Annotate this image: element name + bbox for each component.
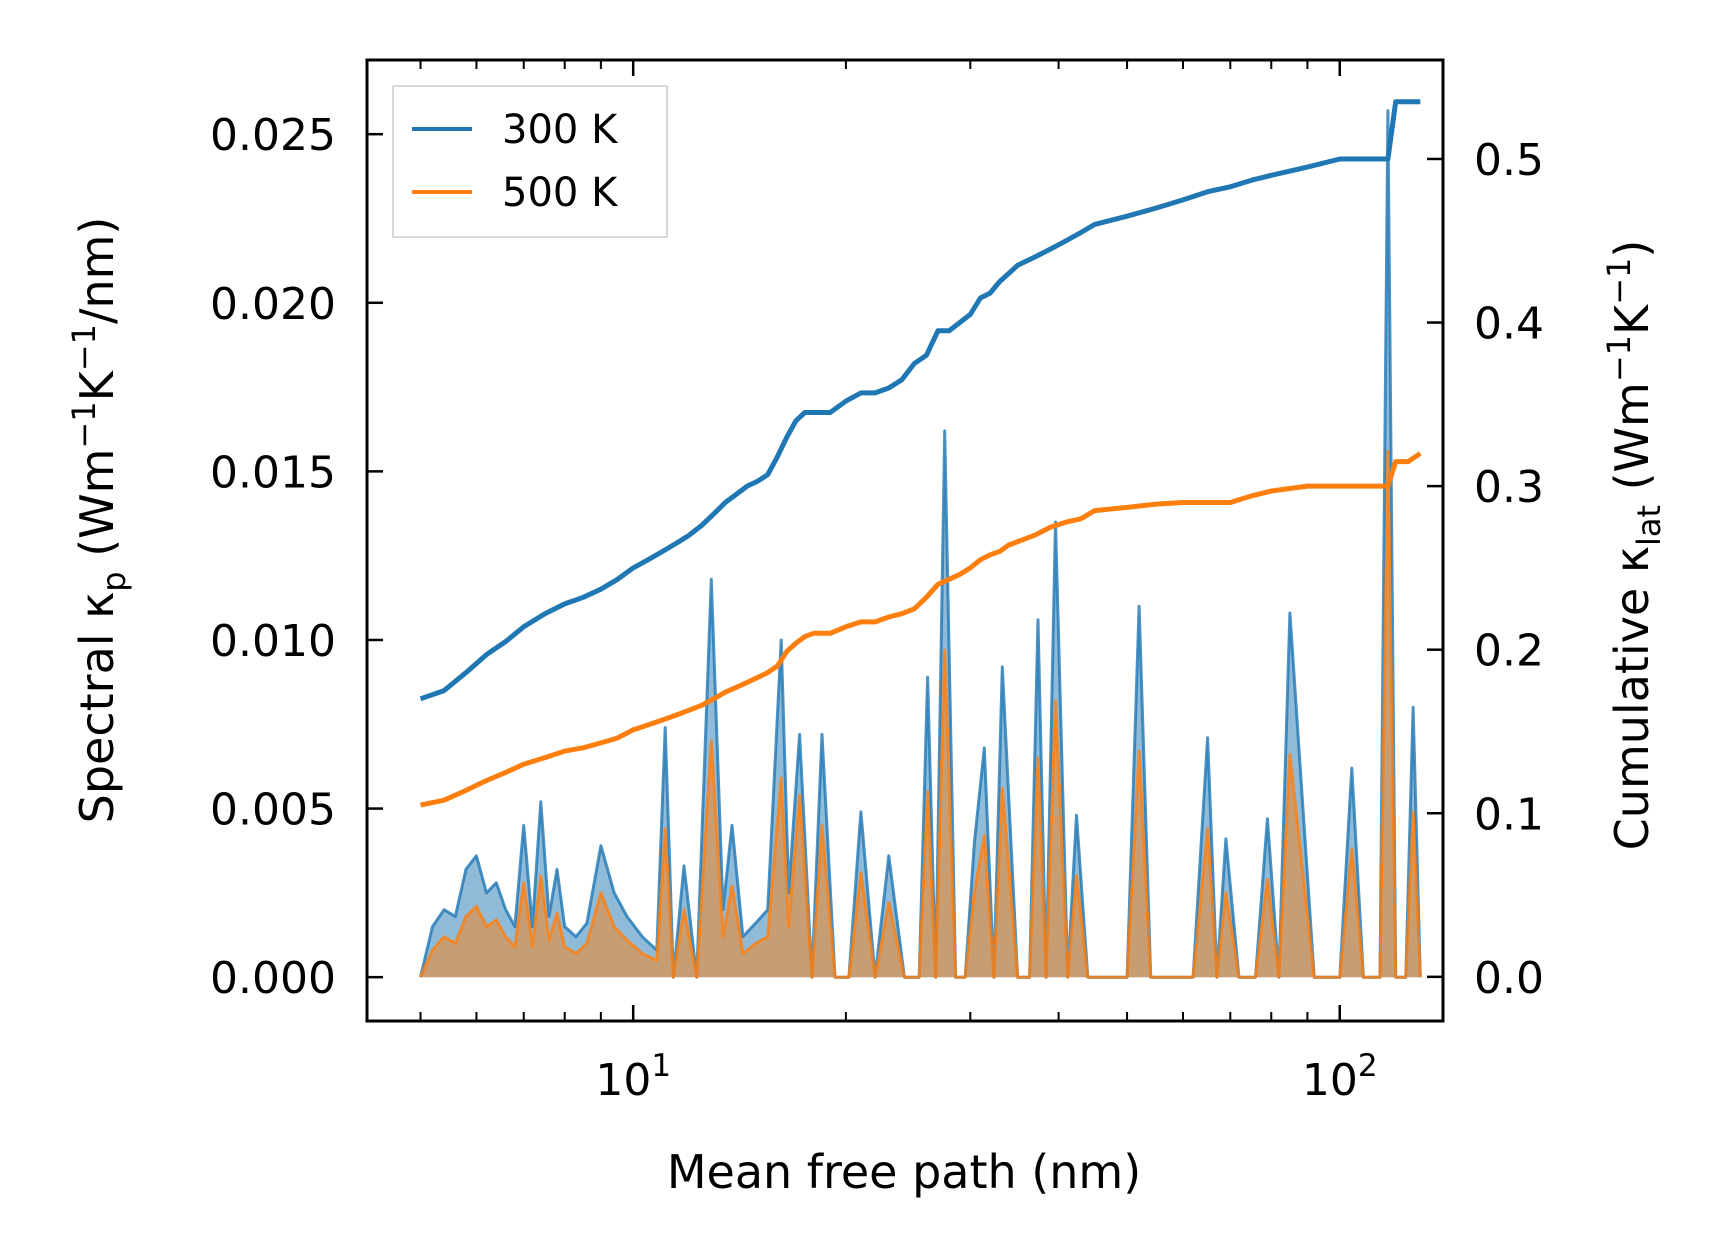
y-left-tick-label: 0.015 <box>210 447 336 498</box>
y-right-sub: lat <box>1630 505 1668 546</box>
y-right-tick-label: 0.4 <box>1474 299 1544 350</box>
y-left-sup1: −1 <box>65 401 103 448</box>
y-left-tick-label: 0.020 <box>210 279 336 330</box>
x-tick-label: 102 <box>1302 1048 1378 1106</box>
y-right-unit-post: ) <box>1605 240 1659 258</box>
y-right-tick-label: 0.1 <box>1474 789 1544 840</box>
y-right-main: Cumulative κ <box>1605 546 1659 850</box>
y-right-unit-pre: (Wm <box>1605 382 1659 505</box>
ticks: 101 102 0.000 0.005 0.010 0.015 0.020 0.025 0.0 0… <box>210 60 1544 1106</box>
x-axis-title: Mean free path (nm) <box>667 1145 1141 1199</box>
y-left-mid: K <box>70 369 124 401</box>
cumulative-line-300k <box>419 99 1421 702</box>
y-right-tick-label: 0.5 <box>1474 135 1544 186</box>
y-right-tick-label: 0.2 <box>1474 626 1544 677</box>
cumulative-line-500k <box>419 451 1422 808</box>
spectral-line-500k <box>419 449 1422 979</box>
y-right-sup1: −1 <box>1600 335 1638 382</box>
y-right-tick-label: 0.0 <box>1474 953 1544 1004</box>
spectral-area-500k <box>420 451 1421 978</box>
spectral-fills <box>419 109 1422 979</box>
y-left-tick-label: 0.010 <box>210 616 336 667</box>
y-left-unit-post: /nm) <box>70 217 124 324</box>
data-lines <box>419 99 1422 808</box>
y-axis-right-title: Cumulative κlat (Wm−1K−1) <box>1600 240 1668 851</box>
y-left-unit-pre: (Wm <box>70 449 124 572</box>
y-left-tick-label: 0.025 <box>210 110 336 161</box>
x-tick-label: 101 <box>595 1048 671 1106</box>
y-left-main: Spectral κ <box>70 592 124 824</box>
y-left-tick-label: 0.000 <box>210 953 336 1004</box>
y-left-tick-label: 0.005 <box>210 785 336 836</box>
y-right-tick-label: 0.3 <box>1474 462 1544 513</box>
plot-frame <box>365 58 1445 1023</box>
spectral-area-300k <box>420 110 1421 978</box>
legend-box <box>392 85 668 238</box>
y-left-sup2: −1 <box>65 324 103 371</box>
y-left-sub: p <box>95 571 133 591</box>
axes <box>365 58 1445 1023</box>
legend: 300 K 500 K <box>392 85 668 238</box>
y-right-sup2: −1 <box>1600 258 1638 305</box>
legend-label-500k: 500 K <box>502 170 619 216</box>
y-axis-left-title: Spectral κp (Wm−1K−1/nm) <box>65 217 133 824</box>
legend-label-300k: 300 K <box>502 107 619 153</box>
y-right-mid: K <box>1605 303 1659 335</box>
